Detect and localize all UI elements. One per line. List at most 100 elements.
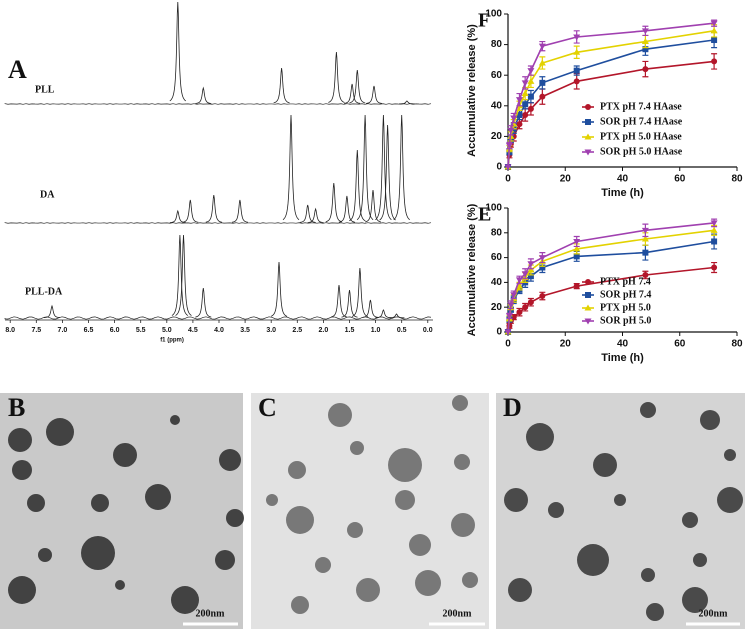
- marker: [641, 38, 649, 45]
- spectrum-label: PLL-DA: [25, 286, 63, 297]
- marker: [521, 271, 529, 278]
- panel-label: A: [8, 55, 27, 84]
- x-axis-label: Time (h): [601, 352, 644, 364]
- marker: [573, 78, 580, 85]
- x-tick-label: 4.5: [188, 327, 198, 334]
- peak: [349, 149, 366, 222]
- marker: [573, 34, 581, 41]
- panel-label: C: [258, 393, 277, 422]
- x-axis-label: f1 (ppm): [160, 338, 184, 344]
- marker: [538, 43, 546, 50]
- spectrum-label: DA: [40, 189, 55, 200]
- marker: [504, 164, 512, 171]
- peak: [364, 189, 382, 223]
- peak: [341, 289, 358, 318]
- y-tick-label: 100: [485, 9, 502, 20]
- marker: [711, 58, 718, 65]
- y-tick-label: 100: [485, 203, 502, 214]
- peak: [282, 114, 300, 221]
- peak: [375, 114, 392, 221]
- marker: [527, 273, 534, 280]
- peak: [205, 194, 222, 223]
- x-tick-label: 0: [505, 174, 511, 185]
- x-tick-label: 5.5: [136, 327, 146, 334]
- marker: [585, 119, 591, 125]
- x-tick-label: 8.0: [5, 327, 15, 334]
- marker: [527, 93, 534, 100]
- peak: [338, 195, 355, 223]
- x-tick-label: 40: [617, 174, 629, 185]
- marker: [710, 220, 718, 227]
- marker: [711, 37, 718, 44]
- peak: [44, 304, 60, 318]
- scale-bar-label: 200nm: [196, 608, 226, 619]
- marker: [641, 28, 649, 35]
- x-tick-label: 1.0: [371, 327, 381, 334]
- peak: [231, 199, 248, 223]
- x-tick-label: 1.5: [345, 327, 355, 334]
- marker: [573, 67, 580, 74]
- peak: [379, 124, 396, 221]
- marker: [710, 226, 718, 233]
- baseline: [4, 103, 432, 105]
- y-tick-label: 20: [491, 302, 503, 313]
- marker: [585, 104, 591, 110]
- x-tick-label: 7.5: [31, 327, 41, 334]
- marker: [516, 121, 523, 128]
- y-axis-label: Accumulative release (%): [466, 24, 478, 157]
- marker: [539, 293, 546, 300]
- marker: [527, 68, 535, 75]
- legend-label: PTX pH 5.0 HAase: [600, 131, 682, 142]
- x-tick-label: 20: [560, 339, 572, 350]
- peak: [169, 1, 187, 102]
- marker: [573, 253, 580, 260]
- panel-label: E: [478, 204, 491, 226]
- legend-label: PTX pH 5.0: [600, 302, 651, 313]
- y-axis-label: Accumulative release (%): [466, 203, 478, 336]
- x-axis-label: Time (h): [601, 187, 644, 199]
- legend-label: SOR pH 5.0: [600, 315, 651, 326]
- baseline: [4, 316, 432, 320]
- peak: [349, 69, 366, 104]
- peak: [273, 67, 290, 104]
- peak: [169, 209, 186, 223]
- peak: [325, 182, 342, 223]
- x-tick-label: 7.0: [58, 327, 68, 334]
- panel-label: F: [478, 10, 490, 32]
- marker: [710, 20, 718, 27]
- x-tick-label: 0: [505, 339, 511, 350]
- marker: [507, 302, 515, 309]
- x-tick-label: 80: [731, 174, 743, 185]
- y-tick-label: 0: [496, 162, 502, 173]
- peak: [195, 86, 212, 104]
- marker: [516, 309, 523, 316]
- peak: [375, 309, 392, 319]
- marker: [505, 143, 513, 150]
- marker: [527, 105, 534, 112]
- y-tick-label: 60: [491, 70, 503, 81]
- marker: [515, 97, 523, 104]
- peak: [344, 83, 361, 104]
- x-tick-label: 5.0: [162, 327, 172, 334]
- marker: [507, 127, 515, 134]
- marker: [522, 111, 529, 118]
- x-tick-label: 20: [560, 174, 572, 185]
- marker: [505, 313, 513, 320]
- marker: [642, 66, 649, 73]
- marker: [527, 261, 535, 268]
- marker: [521, 90, 529, 97]
- marker: [539, 79, 546, 86]
- peak: [171, 234, 189, 316]
- spectrum-label: PLL: [35, 84, 55, 95]
- x-tick-label: 4.0: [214, 327, 224, 334]
- peak: [307, 207, 324, 223]
- marker: [573, 48, 581, 55]
- x-tick-label: 80: [731, 339, 743, 350]
- marker: [585, 292, 591, 298]
- y-tick-label: 60: [491, 252, 503, 263]
- x-tick-label: 2.5: [292, 327, 302, 334]
- marker: [711, 238, 718, 245]
- y-tick-label: 80: [491, 227, 503, 238]
- x-tick-label: 0.0: [423, 327, 433, 334]
